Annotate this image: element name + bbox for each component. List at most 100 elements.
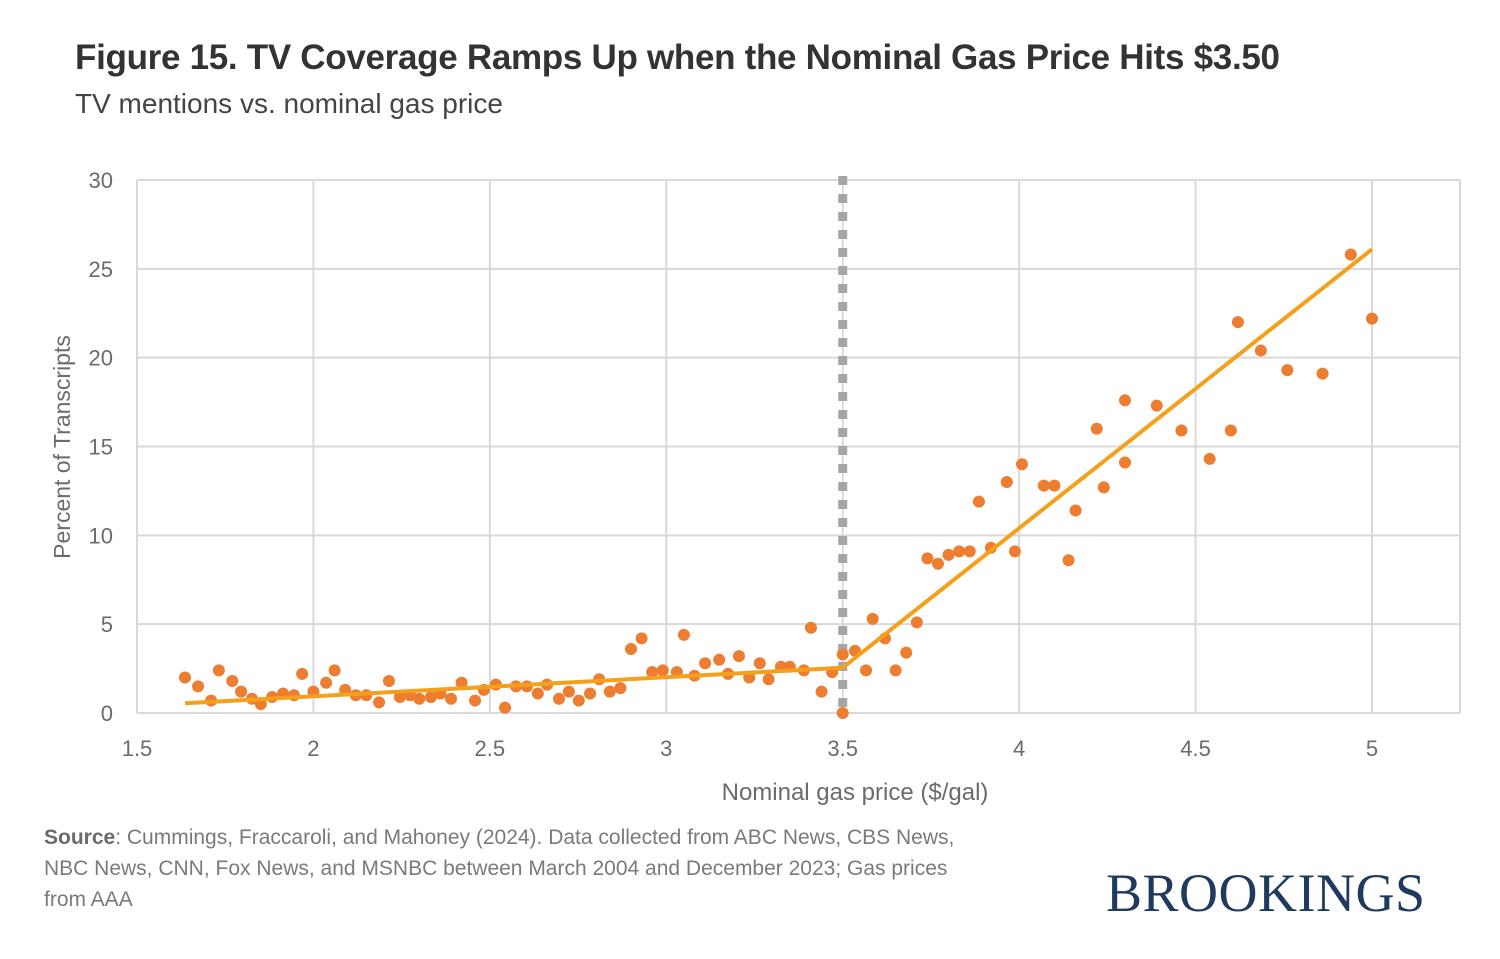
data-point <box>921 552 934 565</box>
data-point <box>1150 399 1163 412</box>
x-tick-label: 4 <box>1013 736 1025 761</box>
data-point <box>226 675 239 688</box>
data-point <box>320 676 333 689</box>
data-point <box>1366 312 1378 325</box>
data-point <box>1281 364 1294 377</box>
scatter-chart: 0 5 10 15 20 25 30 1.5 2 2.5 3 3.5 4 4.5 5 Percent of… <box>49 168 1461 806</box>
data-point <box>1344 248 1357 261</box>
data-point <box>1231 316 1244 329</box>
data-point <box>424 691 437 704</box>
data-point <box>836 648 849 661</box>
data-point <box>713 653 726 666</box>
x-tick-label: 2.5 <box>475 736 506 761</box>
data-point <box>562 685 575 698</box>
y-tick-label: 20 <box>89 346 113 371</box>
y-tick-label: 5 <box>101 612 113 637</box>
data-point <box>455 676 468 689</box>
data-point <box>393 691 406 704</box>
data-point <box>753 657 766 670</box>
data-point <box>860 664 873 677</box>
data-point <box>762 673 775 686</box>
data-point <box>910 616 923 629</box>
data-point <box>677 628 690 641</box>
trend-line <box>184 247 1374 706</box>
data-point <box>1062 554 1075 567</box>
data-point <box>1000 476 1013 489</box>
x-tick-label: 4.5 <box>1180 736 1211 761</box>
data-point <box>603 685 616 698</box>
data-point <box>373 696 386 709</box>
data-point <box>836 707 849 719</box>
y-tick-label: 30 <box>89 168 113 193</box>
data-point <box>889 664 902 677</box>
data-point <box>235 685 248 698</box>
data-point <box>1048 479 1061 492</box>
data-point <box>963 545 976 558</box>
data-point <box>635 632 648 645</box>
data-point <box>804 621 817 634</box>
data-point <box>1097 481 1110 494</box>
data-point <box>1203 452 1216 465</box>
data-point <box>328 664 341 677</box>
x-tick-label: 2 <box>307 736 319 761</box>
data-point <box>866 612 879 625</box>
data-points <box>178 248 1378 719</box>
data-point <box>1119 394 1131 407</box>
data-point <box>1015 458 1028 471</box>
data-point <box>572 694 585 707</box>
chart-subtitle: TV mentions vs. nominal gas price <box>75 88 503 119</box>
data-point <box>900 646 913 659</box>
data-point <box>553 692 566 705</box>
data-point <box>413 692 426 705</box>
source-label: Source <box>44 826 116 849</box>
data-point <box>614 682 627 695</box>
data-point <box>646 666 659 679</box>
y-tick-label: 0 <box>101 701 113 726</box>
data-point <box>445 692 458 705</box>
source-text: : Cummings, Fraccaroli, and Mahoney (202… <box>44 826 955 911</box>
data-point <box>212 664 225 677</box>
data-point <box>469 694 482 707</box>
data-point <box>815 685 828 698</box>
data-point <box>296 667 309 680</box>
x-tick-label: 5 <box>1366 736 1378 761</box>
data-point <box>178 671 191 684</box>
data-point <box>942 548 955 561</box>
y-tick-label: 15 <box>89 435 113 460</box>
data-point <box>1069 504 1082 517</box>
x-tick-label: 3.5 <box>827 736 858 761</box>
data-point <box>1254 344 1267 357</box>
data-point <box>192 680 205 693</box>
data-point <box>699 657 712 670</box>
data-point <box>499 701 512 714</box>
data-point <box>656 664 669 677</box>
data-point <box>382 675 395 688</box>
y-tick-label: 10 <box>89 523 113 548</box>
data-point <box>931 557 944 570</box>
x-axis-label: Nominal gas price ($/gal) <box>722 779 989 806</box>
data-point <box>531 687 544 700</box>
x-tick-label: 1.5 <box>122 736 153 761</box>
brookings-logo: BROOKINGS <box>1106 863 1426 923</box>
chart-title: Figure 15. TV Coverage Ramps Up when the… <box>75 38 1280 77</box>
data-point <box>625 643 637 656</box>
data-point <box>1119 456 1131 469</box>
data-point <box>584 687 597 700</box>
data-point <box>1175 424 1188 437</box>
data-point <box>1090 422 1103 435</box>
data-point <box>972 495 985 508</box>
grid-lines <box>136 179 1461 714</box>
x-tick-label: 3 <box>660 736 672 761</box>
trend-line-group <box>184 247 1374 706</box>
data-point <box>1037 479 1050 492</box>
y-tick-label: 25 <box>89 257 113 282</box>
data-point <box>1316 367 1329 380</box>
y-axis-ticks: 0 5 10 15 20 25 30 <box>89 168 113 726</box>
data-point <box>1008 545 1021 558</box>
data-point <box>1224 424 1237 437</box>
y-axis-label: Percent of Transcripts <box>49 335 75 559</box>
x-axis-ticks: 1.5 2 2.5 3 3.5 4 4.5 5 <box>122 736 1378 761</box>
data-point <box>953 545 966 558</box>
source-note: Source: Cummings, Fraccaroli, and Mahone… <box>44 822 964 915</box>
data-point <box>732 650 745 663</box>
